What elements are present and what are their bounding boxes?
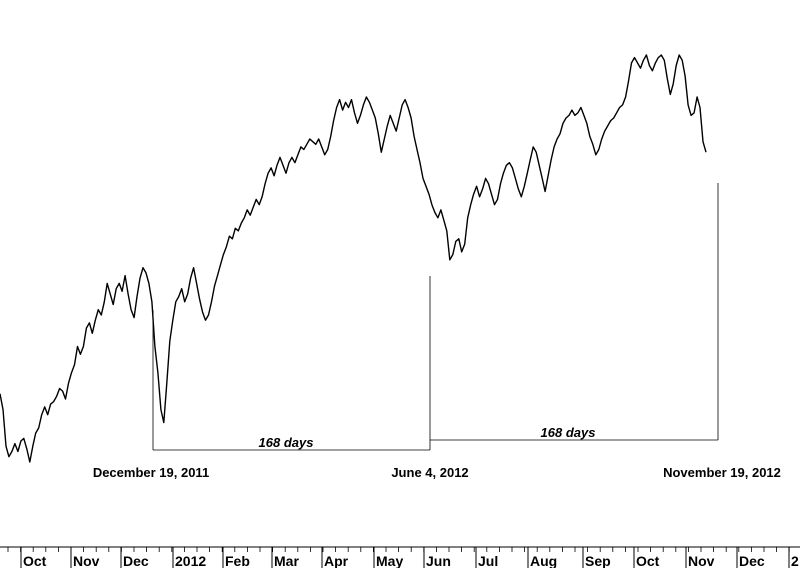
annotation-date-november-19-2012: November 19, 2012 xyxy=(663,465,781,480)
x-tick-label: Oct xyxy=(23,553,47,568)
cycle-1-duration-label: 168 days xyxy=(259,435,314,450)
x-tick-label: Dec xyxy=(739,553,765,568)
x-tick-label: Mar xyxy=(274,553,299,568)
x-axis: Oct Nov Dec 2012 Feb Mar Apr May Jun Jul Aug Sep Oct… xyxy=(0,546,800,568)
price-series xyxy=(0,54,707,463)
x-tick-label: Sep xyxy=(585,553,611,568)
x-tick-label: Aug xyxy=(530,553,557,568)
price-line xyxy=(0,54,707,463)
x-tick-label: Oct xyxy=(636,553,660,568)
x-tick-label: 2012 xyxy=(175,553,206,568)
x-tick-label: Jun xyxy=(426,553,451,568)
annotation-date-june-4-2012: June 4, 2012 xyxy=(391,465,468,480)
x-tick-label: May xyxy=(376,553,403,568)
annotation-date-december-19-2011: December 19, 2011 xyxy=(93,465,209,480)
cycle-annotations: December 19, 2011 June 4, 2012 November … xyxy=(93,183,781,480)
x-tick-label: Nov xyxy=(73,553,100,568)
x-tick-label: Apr xyxy=(324,553,349,568)
x-tick-label: Dec xyxy=(123,553,149,568)
x-tick-label: 2 xyxy=(791,553,799,568)
x-tick-label: Feb xyxy=(225,553,250,568)
cycle-2-duration-label: 168 days xyxy=(541,425,596,440)
x-tick-label: Jul xyxy=(478,553,498,568)
x-tick-label: Nov xyxy=(688,553,715,568)
